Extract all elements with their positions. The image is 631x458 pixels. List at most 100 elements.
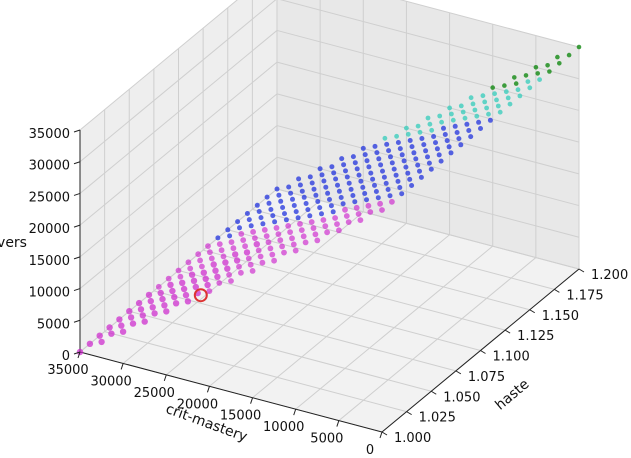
data-point (206, 288, 213, 294)
data-point (182, 291, 190, 299)
data-point (433, 140, 438, 146)
grid-line-z (79, 61, 278, 226)
data-point (474, 113, 480, 119)
data-point (205, 243, 211, 250)
data-point (342, 206, 348, 213)
data-point (409, 183, 415, 188)
data-point (505, 95, 511, 101)
data-point (470, 101, 476, 107)
data-point (271, 257, 277, 264)
data-point (290, 241, 297, 248)
data-point (319, 211, 324, 217)
grid-line-z (276, 156, 580, 238)
data-point (331, 170, 337, 176)
z-tick-label: 20000 (29, 222, 70, 237)
data-point (507, 101, 513, 107)
data-point (360, 145, 366, 151)
data-point (426, 160, 432, 166)
data-point (155, 283, 162, 290)
data-point (312, 231, 319, 238)
data-point (492, 91, 497, 97)
y-tick-mark (163, 374, 167, 382)
data-point (336, 227, 342, 234)
data-point (106, 324, 113, 331)
data-point (270, 213, 276, 219)
data-point (291, 203, 297, 208)
grid-line-z (276, 29, 580, 111)
data-point (439, 119, 444, 125)
data-point (98, 338, 105, 346)
data-point (527, 85, 533, 91)
data-point (343, 213, 350, 219)
data-point (307, 174, 313, 180)
data-point (243, 249, 251, 256)
data-point (313, 192, 319, 198)
data-point (397, 146, 403, 152)
y-tick-mark (77, 351, 81, 359)
y-tick-mark (206, 386, 210, 393)
grid-line-x (252, 208, 555, 290)
grid-line-y (165, 211, 364, 376)
data-point (299, 188, 305, 194)
data-point (397, 185, 403, 190)
data-point (169, 287, 176, 295)
grid-line-y (295, 245, 494, 410)
data-point (487, 117, 493, 123)
data-point (141, 318, 148, 325)
data-point (163, 308, 170, 315)
data-point (279, 243, 285, 250)
data-point (372, 182, 377, 188)
data-point (407, 176, 413, 182)
data-point (484, 105, 489, 111)
data-point (391, 166, 397, 172)
data-point (137, 306, 145, 313)
data-point (333, 176, 339, 182)
data-point (228, 278, 234, 284)
x-tick-label: 1.000 (394, 431, 431, 446)
grid-line-z (276, 188, 580, 270)
data-point (238, 231, 245, 237)
x-tick-mark (504, 329, 511, 334)
data-point (282, 211, 287, 217)
data-point (494, 97, 499, 103)
x-tick-label: 1.125 (517, 329, 554, 344)
data-point (165, 275, 172, 282)
data-point (401, 158, 407, 164)
data-point (431, 134, 437, 139)
data-point (407, 138, 413, 143)
data-point (456, 136, 462, 142)
data-point (276, 192, 282, 198)
y-axis-line (79, 351, 383, 433)
data-point (428, 166, 434, 172)
data-point (185, 259, 192, 266)
data-point (256, 209, 262, 214)
data-point (417, 168, 422, 174)
data-point (537, 77, 542, 82)
data-point (437, 113, 443, 119)
data-point (190, 277, 198, 284)
data-point (108, 330, 115, 337)
grid-line-z (79, 30, 278, 194)
data-point (314, 237, 321, 244)
data-point (355, 211, 362, 217)
z-tick-mark (73, 192, 81, 196)
data-point (126, 308, 133, 315)
data-point (409, 144, 415, 150)
z-axis-label: vers (0, 235, 27, 251)
data-point (545, 63, 550, 68)
data-point (362, 152, 368, 158)
z-tick-label: 5000 (37, 317, 70, 332)
data-point (139, 312, 146, 319)
z-tick-mark (73, 224, 81, 228)
data-point (434, 146, 440, 152)
data-point (280, 205, 286, 210)
data-point (208, 255, 215, 262)
z-tick-label: 10000 (29, 286, 70, 301)
data-point (149, 304, 156, 311)
data-point (341, 162, 347, 168)
grid-line-x (104, 331, 407, 413)
data-point (295, 215, 301, 221)
data-point (222, 259, 229, 266)
data-point (215, 235, 221, 241)
